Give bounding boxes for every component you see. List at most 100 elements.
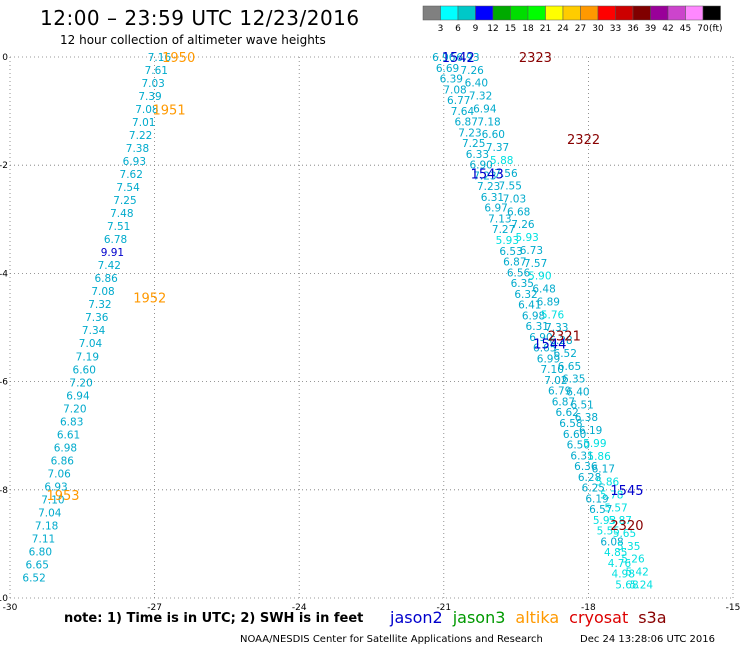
data-point-altika: 6.78	[104, 234, 127, 246]
data-point-altika: 7.54	[116, 182, 140, 194]
color-scale-unit: (ft)	[709, 24, 723, 34]
color-scale-label: 12	[487, 24, 498, 34]
data-point-s3a: 6.68	[507, 206, 530, 218]
data-point-s3a: 6.40	[566, 386, 589, 398]
color-scale-label: 39	[645, 24, 657, 34]
data-point-altika: 7.62	[120, 169, 143, 181]
data-point-altika: 7.22	[129, 130, 152, 142]
data-point-s3a: 7.03	[503, 194, 526, 206]
data-point-altika: 7.36	[85, 312, 109, 324]
data-point-jason2: 6.53	[499, 246, 522, 258]
color-scale-label: 42	[662, 24, 673, 34]
data-point-jason2: 7.23	[473, 170, 496, 182]
data-point-altika: 7.34	[82, 325, 106, 337]
data-point-altika: 7.11	[32, 533, 55, 545]
data-point-altika: 7.51	[107, 221, 130, 233]
track-label: 1950	[162, 51, 195, 66]
data-point-s3a: 7.18	[477, 116, 500, 128]
data-point-jason2: 6.08	[600, 536, 623, 548]
data-point-altika: 7.03	[141, 78, 164, 90]
data-point-jason2: 7.13	[488, 213, 511, 225]
track-label: 2320	[610, 519, 643, 534]
color-scale-label: 15	[505, 24, 516, 34]
data-point-altika: 7.08	[135, 104, 158, 116]
track-label: 1542	[442, 51, 475, 66]
color-scale-label: 70	[697, 24, 709, 34]
data-point-s3a: 5.24	[630, 579, 654, 591]
data-point-s3a: 5.65	[613, 528, 636, 540]
data-point-s3a: 5.88	[490, 155, 513, 167]
data-point-altika: 6.86	[94, 273, 118, 285]
data-point-jason2: 6.90	[469, 160, 492, 172]
y-tick-label: -8	[0, 486, 8, 496]
track-label: 1953	[46, 489, 79, 504]
data-point-jason2: 4.85	[604, 547, 627, 559]
data-point-altika: 7.06	[47, 468, 71, 480]
data-point-s3a: 7.32	[469, 91, 492, 103]
data-point-jason2: 5.93	[496, 235, 519, 247]
data-point-altika: 6.94	[66, 390, 90, 402]
legend-jason2: jason2	[390, 608, 443, 627]
data-point-altika: 7.38	[126, 143, 149, 155]
data-point-jason2: 6.31	[526, 321, 549, 333]
data-point-s3a: 5.26	[621, 554, 645, 566]
track-label: 1544	[533, 338, 566, 353]
data-point-jason2: 7.08	[443, 84, 466, 96]
data-point-altika: 6.83	[60, 416, 83, 428]
footer-credit: NOAA/NESDIS Center for Satellite Applica…	[240, 634, 543, 645]
color-scale-bar: 3 6 9 12 15 18 21 24 27 30 33 36 39 42 45 70 (ft)	[422, 5, 723, 34]
data-point-s3a: 5.57	[604, 502, 627, 514]
data-point-s3a: 6.60	[482, 129, 505, 141]
color-scale-label: 30	[592, 24, 604, 34]
data-point-s3a: 5.93	[515, 232, 538, 244]
data-point-jason2: 6.69	[436, 63, 459, 75]
data-point-s3a: 5.35	[617, 541, 640, 553]
data-point-jason2: 6.65	[533, 343, 556, 355]
data-point-jason2: 6.25	[582, 483, 605, 495]
data-point-s3a: 6.89	[537, 296, 560, 308]
data-point-jason2: 6.87	[455, 117, 478, 129]
data-point-s3a: 5.86	[587, 451, 611, 463]
data-point-jason2: 6.50	[567, 440, 590, 452]
data-point-jason2: 6.58	[559, 418, 582, 430]
data-point-jason2: 6.62	[555, 407, 578, 419]
data-point-altika: 6.98	[54, 442, 77, 454]
data-point-altika: 7.04	[38, 507, 62, 519]
track-label: 1951	[153, 103, 186, 118]
data-point-jason2: 6.56	[507, 267, 531, 279]
track-label: 2321	[548, 330, 581, 345]
data-point-jason2: 7.25	[462, 138, 485, 150]
data-point-s3a: 6.28	[549, 335, 572, 347]
data-point-altika: 7.61	[145, 65, 168, 77]
data-point-s3a: 5.99	[583, 438, 606, 450]
data-point-jason2: 6.97	[484, 203, 507, 215]
data-point-jason2: 6.87	[552, 396, 575, 408]
data-point-jason2: 6.31	[481, 192, 504, 204]
data-point-altika: 6.93	[123, 156, 146, 168]
data-point-s3a: 6.38	[575, 412, 598, 424]
data-point-altika: 6.61	[57, 429, 80, 441]
data-point-s3a: 7.37	[486, 142, 509, 154]
y-tick-label: -10	[0, 594, 8, 604]
data-point-s3a: 5.42	[625, 567, 648, 579]
legend-s3a: s3a	[638, 608, 667, 627]
data-point-s3a: 7.57	[524, 258, 547, 270]
data-point-jason2: 6.39	[440, 74, 463, 86]
data-point-jason2: 7.23	[458, 127, 481, 139]
x-tick-label: -30	[3, 603, 18, 613]
y-tick-label: 0	[2, 53, 8, 63]
track-label: 2322	[567, 133, 600, 148]
mission-legend: jason2 jason3 altika cryosat s3a	[390, 608, 677, 627]
data-point-altika: 7.10	[41, 494, 64, 506]
data-point-jason2: 6.36	[574, 461, 598, 473]
data-point-jason2: 6.96	[432, 52, 456, 64]
data-point-jason2: 6.90	[529, 332, 552, 344]
color-scale-label: 24	[557, 24, 569, 34]
y-tick-label: -2	[0, 161, 8, 171]
data-point-s3a: 7.26	[460, 65, 484, 77]
data-point-s3a: 6.51	[570, 399, 593, 411]
data-point-s3a: 6.94	[473, 103, 497, 115]
data-point-altika: 7.32	[88, 299, 111, 311]
data-point-altika: 6.86	[51, 455, 75, 467]
